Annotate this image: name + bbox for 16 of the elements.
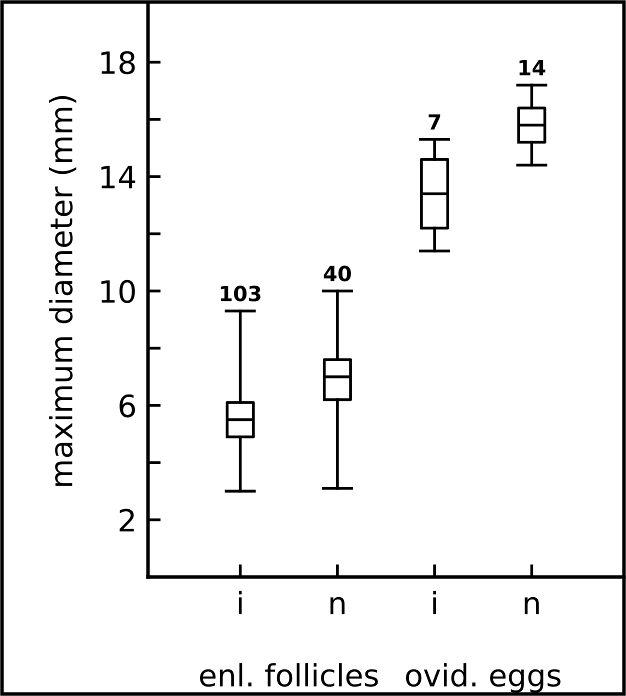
x-tick-label: n <box>330 596 345 614</box>
y-axis-title: maximum diameter (mm) <box>48 96 76 486</box>
x-tick-label: i <box>238 590 242 614</box>
y-tick-label: 14 <box>101 166 136 188</box>
annotation: 14 <box>520 60 546 76</box>
y-tick-label: 10 <box>101 280 135 304</box>
x-tick-label: n <box>524 596 539 614</box>
annotation: 40 <box>324 266 351 282</box>
annotation: 7 <box>428 114 440 130</box>
text: ovid. eggs <box>406 663 560 693</box>
text: enl. follicles <box>200 663 378 687</box>
y-tick-label: 6 <box>120 394 135 418</box>
y-tick-label: 18 <box>101 51 135 74</box>
x-tick-label: i <box>433 590 436 614</box>
annotation: 103 <box>220 286 260 302</box>
y-tick-label: 2 <box>120 508 134 532</box>
